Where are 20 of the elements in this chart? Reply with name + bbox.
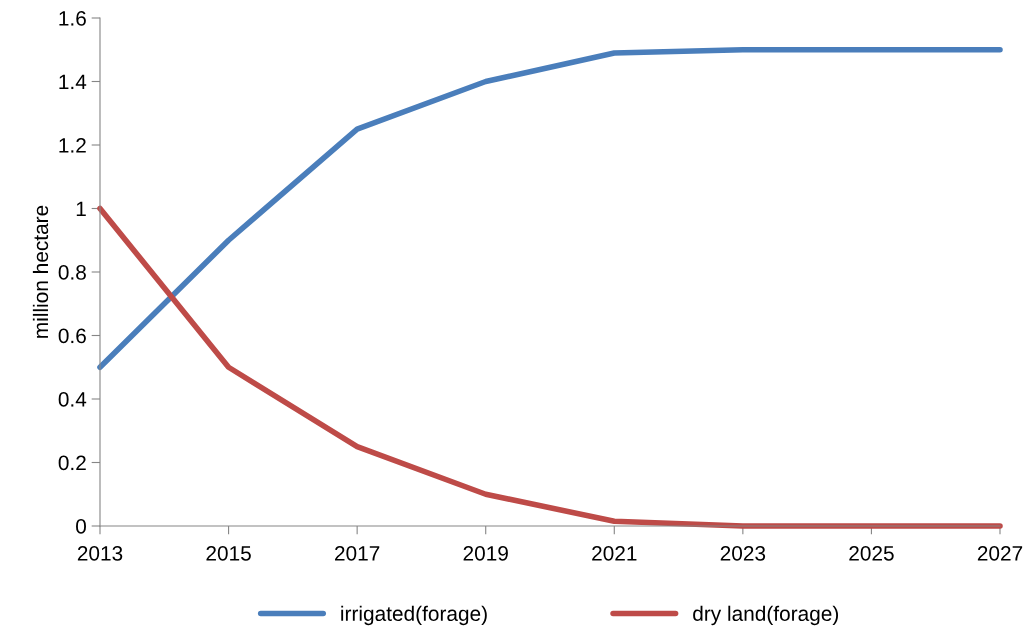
x-tick-label: 2021 bbox=[592, 545, 637, 561]
y-tick-label: 1.4 bbox=[59, 74, 87, 90]
x-tick-label: 2023 bbox=[720, 545, 766, 561]
legend-label: dry land(forage) bbox=[693, 605, 839, 626]
y-tick-label: 0.2 bbox=[58, 455, 86, 471]
x-tick-label: 2015 bbox=[206, 545, 251, 561]
x-tick-label: 2027 bbox=[977, 545, 1023, 561]
legend-label: irrigated(forage) bbox=[341, 605, 487, 626]
y-tick-label: 1 bbox=[76, 201, 86, 217]
x-tick-label: 2017 bbox=[335, 545, 380, 561]
y-tick-label: 0 bbox=[76, 519, 86, 534]
y-tick-label: 0.6 bbox=[58, 328, 86, 344]
y-tick-label: 0.4 bbox=[58, 392, 87, 407]
y-tick-label: 0.8 bbox=[58, 265, 86, 280]
y-tick-label: 1.2 bbox=[59, 138, 86, 153]
x-tick-label: 2013 bbox=[77, 545, 123, 561]
x-tick-label: 2019 bbox=[463, 545, 508, 561]
x-tick-label: 2025 bbox=[849, 545, 894, 561]
y-axis-title: million hectare bbox=[32, 205, 49, 338]
y-tick-label: 1.6 bbox=[59, 11, 86, 26]
